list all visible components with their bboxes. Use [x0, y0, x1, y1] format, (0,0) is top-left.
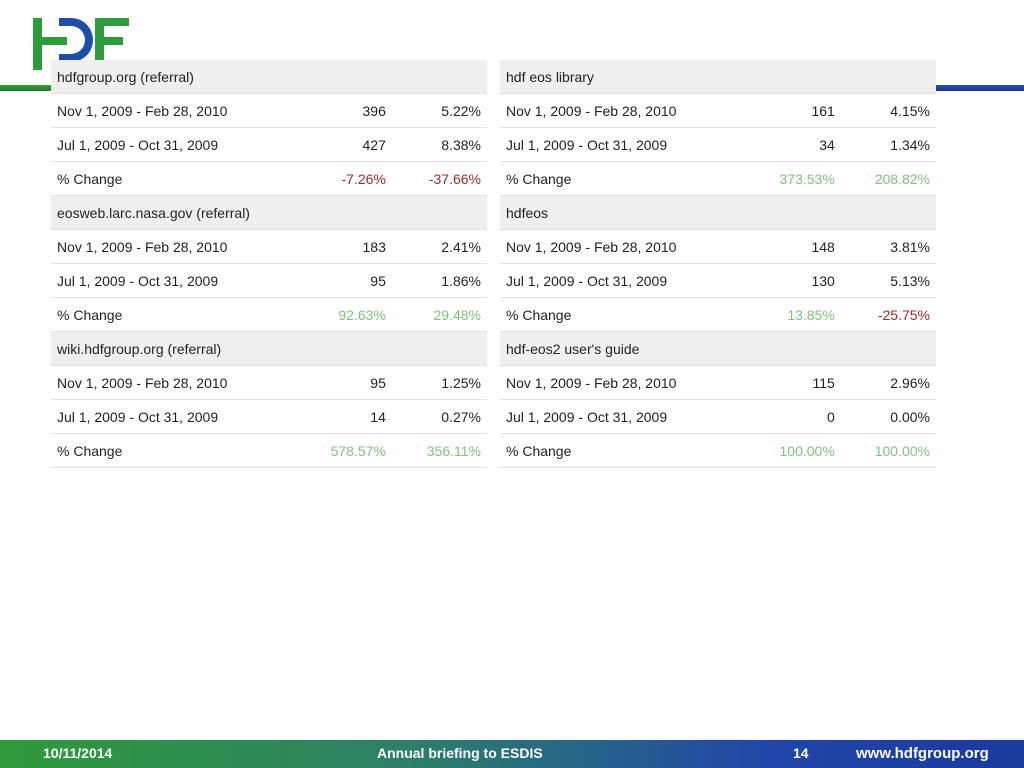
row-value: 13.85% — [741, 297, 841, 332]
row-label: % Change — [51, 433, 294, 468]
row-label: Nov 1, 2009 - Feb 28, 2010 — [51, 93, 294, 128]
row-label: Nov 1, 2009 - Feb 28, 2010 — [500, 229, 742, 264]
footer-url: www.hdfgroup.org — [856, 745, 989, 762]
row-percent: 3.81% — [840, 229, 936, 264]
table-row: Nov 1, 2009 - Feb 28, 2010 161 4.15% — [500, 93, 936, 128]
table-row: Jul 1, 2009 - Oct 31, 2009 14 0.27% — [51, 399, 487, 434]
row-percent: 208.82% — [840, 161, 936, 196]
row-percent: 29.48% — [391, 297, 487, 332]
footer-page-number: 14 — [793, 745, 809, 761]
table-row: Nov 1, 2009 - Feb 28, 2010 396 5.22% — [51, 93, 487, 128]
row-value: 92.63% — [293, 297, 392, 332]
hdf-logo — [33, 18, 129, 70]
row-value: 34 — [741, 127, 841, 162]
section-header-row: hdfgroup.org (referral) — [51, 60, 487, 94]
row-label: % Change — [500, 433, 742, 468]
section-header-row: eosweb.larc.nasa.gov (referral) — [51, 195, 487, 230]
row-percent: 0.27% — [391, 399, 487, 434]
row-label: Nov 1, 2009 - Feb 28, 2010 — [500, 365, 742, 400]
row-label: % Change — [500, 297, 742, 332]
section-header-row: hdf eos library — [500, 60, 936, 94]
row-percent: -25.75% — [840, 297, 936, 332]
table-row: % Change -7.26% -37.66% — [51, 161, 487, 196]
row-label: % Change — [500, 161, 742, 196]
row-percent: 1.34% — [840, 127, 936, 162]
row-label: % Change — [51, 161, 294, 196]
table-row: % Change 92.63% 29.48% — [51, 297, 487, 332]
row-label: % Change — [51, 297, 294, 332]
row-label: Jul 1, 2009 - Oct 31, 2009 — [500, 263, 742, 298]
row-value: 100.00% — [741, 433, 841, 468]
footer-bar: 10/11/2014 Annual briefing to ESDIS 14 w… — [0, 740, 1024, 768]
footer-date: 10/11/2014 — [43, 745, 113, 761]
table-row: % Change 100.00% 100.00% — [500, 433, 936, 468]
row-value: 95 — [293, 263, 392, 298]
referral-table-right: hdf eos library Nov 1, 2009 - Feb 28, 201… — [500, 60, 936, 468]
table-row: % Change 578.57% 356.11% — [51, 433, 487, 468]
row-value: 14 — [293, 399, 392, 434]
row-value: 0 — [741, 399, 841, 434]
row-label: Nov 1, 2009 - Feb 28, 2010 — [51, 365, 294, 400]
row-value: 161 — [741, 93, 841, 128]
table-row: Jul 1, 2009 - Oct 31, 2009 130 5.13% — [500, 263, 936, 298]
row-percent: 0.00% — [840, 399, 936, 434]
row-value: -7.26% — [293, 161, 392, 196]
table-row: % Change 13.85% -25.75% — [500, 297, 936, 332]
row-percent: -37.66% — [391, 161, 487, 196]
row-value: 183 — [293, 229, 392, 264]
table-row: Jul 1, 2009 - Oct 31, 2009 95 1.86% — [51, 263, 487, 298]
row-percent: 1.86% — [391, 263, 487, 298]
row-value: 130 — [741, 263, 841, 298]
table-row: Nov 1, 2009 - Feb 28, 2010 148 3.81% — [500, 229, 936, 264]
section-header-row: hdfeos — [500, 195, 936, 230]
row-value: 148 — [741, 229, 841, 264]
row-value: 578.57% — [293, 433, 392, 468]
referral-table-left: hdfgroup.org (referral) Nov 1, 2009 - Feb… — [51, 60, 487, 468]
row-label: Nov 1, 2009 - Feb 28, 2010 — [500, 93, 742, 128]
section-header-row: hdf-eos2 user's guide — [500, 331, 936, 366]
row-percent: 5.22% — [391, 93, 487, 128]
row-percent: 4.15% — [840, 93, 936, 128]
footer-title: Annual briefing to ESDIS — [377, 745, 543, 761]
table-row: Nov 1, 2009 - Feb 28, 2010 115 2.96% — [500, 365, 936, 400]
row-label: Jul 1, 2009 - Oct 31, 2009 — [51, 399, 294, 434]
table-row: Nov 1, 2009 - Feb 28, 2010 95 1.25% — [51, 365, 487, 400]
row-percent: 5.13% — [840, 263, 936, 298]
section-title: eosweb.larc.nasa.gov (referral) — [51, 195, 487, 230]
row-percent: 356.11% — [391, 433, 487, 468]
row-value: 427 — [293, 127, 392, 162]
header-rule-left — [0, 85, 52, 91]
section-title: wiki.hdfgroup.org (referral) — [51, 331, 487, 366]
row-percent: 1.25% — [391, 365, 487, 400]
row-label: Jul 1, 2009 - Oct 31, 2009 — [51, 127, 294, 162]
row-label: Nov 1, 2009 - Feb 28, 2010 — [51, 229, 294, 264]
row-label: Jul 1, 2009 - Oct 31, 2009 — [500, 399, 742, 434]
row-label: Jul 1, 2009 - Oct 31, 2009 — [500, 127, 742, 162]
table-row: % Change 373.53% 208.82% — [500, 161, 936, 196]
section-header-row: wiki.hdfgroup.org (referral) — [51, 331, 487, 366]
row-percent: 2.96% — [840, 365, 936, 400]
section-title: hdfgroup.org (referral) — [51, 60, 487, 94]
section-title: hdfeos — [500, 195, 936, 230]
section-title: hdf-eos2 user's guide — [500, 331, 936, 366]
table-row: Nov 1, 2009 - Feb 28, 2010 183 2.41% — [51, 229, 487, 264]
section-title: hdf eos library — [500, 60, 936, 94]
row-percent: 2.41% — [391, 229, 487, 264]
row-percent: 100.00% — [840, 433, 936, 468]
row-percent: 8.38% — [391, 127, 487, 162]
table-row: Jul 1, 2009 - Oct 31, 2009 34 1.34% — [500, 127, 936, 162]
row-value: 95 — [293, 365, 392, 400]
header-rule-right — [935, 85, 1024, 91]
row-value: 115 — [741, 365, 841, 400]
row-value: 373.53% — [741, 161, 841, 196]
row-label: Jul 1, 2009 - Oct 31, 2009 — [51, 263, 294, 298]
row-value: 396 — [293, 93, 392, 128]
table-row: Jul 1, 2009 - Oct 31, 2009 0 0.00% — [500, 399, 936, 434]
table-row: Jul 1, 2009 - Oct 31, 2009 427 8.38% — [51, 127, 487, 162]
